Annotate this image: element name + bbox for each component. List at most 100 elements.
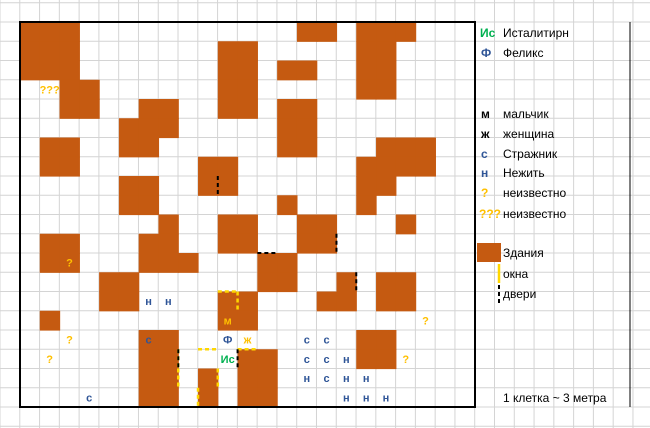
building-cell xyxy=(79,79,100,100)
building-cell xyxy=(138,368,160,389)
building-cell xyxy=(198,176,219,196)
building-cell xyxy=(158,99,179,119)
map-marker-male_marker: м xyxy=(224,315,232,327)
building-cell xyxy=(39,233,61,254)
building-cell xyxy=(138,176,160,196)
building-cell xyxy=(237,60,258,81)
building-cell xyxy=(217,41,239,62)
map-marker-guard_undead: с xyxy=(324,335,330,347)
building-cell xyxy=(217,310,239,331)
building-cell xyxy=(237,99,258,119)
building-cell xyxy=(39,156,61,177)
building-cell xyxy=(79,99,100,119)
building-cell xyxy=(395,137,417,158)
building-cell xyxy=(39,22,61,42)
building-cell xyxy=(376,156,397,177)
building-cell xyxy=(356,349,377,370)
building-cell xyxy=(316,214,338,235)
building-cell xyxy=(376,291,397,312)
building-cell xyxy=(178,253,199,273)
map-marker-unknown: ? xyxy=(402,354,409,366)
building-cell xyxy=(316,22,338,42)
building-cell xyxy=(138,195,160,216)
building-cell xyxy=(277,60,298,81)
building-cell xyxy=(158,253,179,273)
building-cell xyxy=(198,368,219,389)
building-cell xyxy=(138,99,160,119)
building-cell xyxy=(356,330,377,350)
building-cell xyxy=(118,195,140,216)
building-cell xyxy=(59,99,80,119)
building-cell xyxy=(39,310,61,331)
map-marker-guard_undead: н xyxy=(303,373,310,385)
map-marker-guard_undead: с xyxy=(324,373,330,385)
building-cell xyxy=(158,330,179,350)
building-cell xyxy=(217,156,239,177)
map-marker-guard_undead: н xyxy=(165,296,172,308)
building-cell xyxy=(138,137,160,158)
building-cell xyxy=(237,349,258,370)
building-cell xyxy=(376,176,397,196)
building-cell xyxy=(217,233,239,254)
building-cell xyxy=(158,214,179,235)
legend-building-swatch xyxy=(477,243,501,262)
building-cell xyxy=(59,156,80,177)
map-marker-guard_undead: с xyxy=(304,354,310,366)
building-cell xyxy=(376,22,397,42)
building-cell xyxy=(356,79,377,100)
building-cell xyxy=(415,137,436,158)
building-cell xyxy=(59,233,80,254)
building-cell xyxy=(237,387,258,408)
building-cell xyxy=(277,253,298,273)
building-cell xyxy=(39,253,61,273)
building-cell xyxy=(138,387,160,408)
building-cell xyxy=(356,22,377,42)
building-cell xyxy=(277,99,298,119)
building-cell xyxy=(217,291,239,312)
building-cell xyxy=(277,272,298,293)
map-marker-guard_undead: н xyxy=(383,392,390,404)
building-cell xyxy=(39,60,61,81)
map-marker-feliks: Ф xyxy=(223,335,232,347)
building-cell xyxy=(99,272,120,293)
building-cell xyxy=(257,387,278,408)
building-cell xyxy=(118,272,140,293)
building-cell xyxy=(158,368,179,389)
building-cell xyxy=(217,176,239,196)
map-frame xyxy=(19,21,476,408)
map-marker-female_marker: ж xyxy=(243,335,252,347)
map-marker-unknown: ? xyxy=(66,258,73,270)
map-marker-guard_undead: н xyxy=(343,392,350,404)
building-cell xyxy=(277,118,298,139)
map-marker-unknown: ??? xyxy=(40,84,60,96)
building-cell xyxy=(158,233,179,254)
building-cell xyxy=(59,79,80,100)
map-marker-unknown: ? xyxy=(422,315,429,327)
map-marker-guard_undead: н xyxy=(343,373,350,385)
building-cell xyxy=(257,253,278,273)
map-marker-guard_undead: н xyxy=(363,392,370,404)
map-marker-guard_undead: н xyxy=(343,354,350,366)
building-cell xyxy=(237,214,258,235)
building-cell xyxy=(20,22,41,42)
building-cell xyxy=(39,137,61,158)
building-cell xyxy=(198,387,219,408)
building-cell xyxy=(217,214,239,235)
building-cell xyxy=(138,233,160,254)
building-cell xyxy=(395,156,417,177)
building-cell xyxy=(118,118,140,139)
building-cell xyxy=(99,291,120,312)
building-cell xyxy=(59,22,80,42)
building-cell xyxy=(296,214,318,235)
building-cell xyxy=(376,330,397,350)
building-cell xyxy=(118,291,140,312)
building-cell xyxy=(237,368,258,389)
building-cell xyxy=(158,349,179,370)
building-cell xyxy=(39,41,61,62)
building-cell xyxy=(296,233,318,254)
building-cell xyxy=(395,214,417,235)
building-cell xyxy=(237,41,258,62)
building-cell xyxy=(356,176,377,196)
